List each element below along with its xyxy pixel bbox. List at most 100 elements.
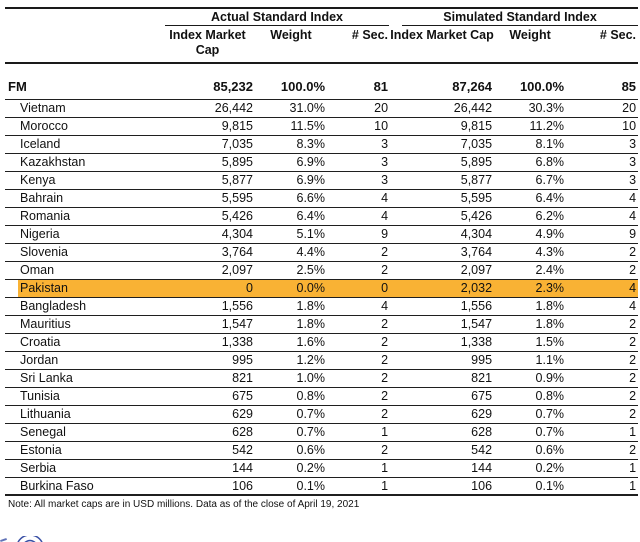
value-cell: 6.2% [494, 207, 567, 226]
country-cell: Iceland [5, 135, 160, 154]
value-cell: 1,556 [160, 297, 255, 316]
group-header-actual-label: Actual Standard Index [165, 9, 390, 26]
value-cell: 1.2% [255, 351, 327, 370]
value-cell: 2 [566, 351, 639, 370]
value-cell: 3 [327, 135, 391, 154]
value-cell: 2.5% [255, 261, 327, 280]
country-cell: Senegal [5, 423, 160, 442]
country-cell: Romania [5, 207, 160, 226]
value-cell: 3,764 [160, 243, 255, 262]
value-cell: 5,595 [390, 189, 495, 208]
value-cell: 4,304 [160, 225, 255, 244]
value-cell: 1.0% [255, 369, 327, 388]
value-cell: 0.7% [255, 405, 327, 424]
value-cell: 542 [390, 441, 495, 460]
total-row-fm: FM 85,232 100.0% 81 87,264 100.0% 85 [5, 63, 639, 100]
value-cell: 20 [327, 99, 391, 118]
value-cell: 6.4% [494, 189, 567, 208]
value-cell: 10 [566, 117, 639, 136]
country-cell: Kenya [5, 171, 160, 190]
value-cell: 9,815 [390, 117, 495, 136]
value-cell: 0.7% [494, 405, 567, 424]
value-cell: 3 [327, 171, 391, 190]
value-cell: 1.5% [494, 333, 567, 352]
table-row: Kenya 5,877 6.9% 3 5,877 6.7% 3 [5, 171, 639, 190]
country-cell: Bahrain [5, 189, 160, 208]
value-cell: 106 [160, 477, 255, 496]
table-row: Morocco 9,815 11.5% 10 9,815 11.2% 10 [5, 117, 639, 136]
value-cell: 2 [327, 441, 391, 460]
column-header-row: Index Market Cap Weight # Sec. Index Mar… [5, 26, 639, 64]
value-cell: 1.8% [494, 297, 567, 316]
country-cell: Oman [5, 261, 160, 280]
value-cell: 821 [160, 369, 255, 388]
value-cell: 1 [566, 477, 639, 496]
value-cell: 6.4% [255, 207, 327, 226]
value-cell: 6.7% [494, 171, 567, 190]
country-cell: Nigeria [5, 225, 160, 244]
value-cell: 3,764 [390, 243, 495, 262]
value-cell: 2.3% [494, 279, 567, 298]
value-cell: 4 [566, 297, 639, 316]
value-cell: 4 [566, 279, 639, 298]
col-header-simulated-num-sec: # Sec. [566, 26, 639, 64]
country-cell: Mauritius [5, 315, 160, 334]
value-cell: 0.7% [494, 423, 567, 442]
value-cell: 2 [566, 261, 639, 280]
value-cell: 100.0% [255, 63, 327, 100]
table-container: Actual Standard Index Simulated Standard… [5, 7, 639, 510]
value-cell: 1,547 [390, 315, 495, 334]
table-row: Iceland 7,035 8.3% 3 7,035 8.1% 3 [5, 135, 639, 154]
value-cell: 1.6% [255, 333, 327, 352]
value-cell: 1,338 [160, 333, 255, 352]
table-body: Vietnam 26,442 31.0% 20 26,442 30.3% 20 Morocco… [5, 99, 639, 496]
value-cell: 5,877 [160, 171, 255, 190]
value-cell: 5,426 [160, 207, 255, 226]
table-row: Mauritius 1,547 1.8% 2 1,547 1.8% 2 [5, 315, 639, 334]
value-cell: 5,595 [160, 189, 255, 208]
value-cell: 1 [327, 459, 391, 478]
value-cell: 10 [327, 117, 391, 136]
value-cell: 1.8% [255, 297, 327, 316]
value-cell: 675 [160, 387, 255, 406]
value-cell: 821 [390, 369, 495, 388]
globe-logo-icon [16, 533, 44, 542]
value-cell: 4 [566, 207, 639, 226]
value-cell: 6.9% [255, 171, 327, 190]
footnote: Note: All market caps are in USD million… [8, 499, 360, 510]
table-row: Bahrain 5,595 6.6% 4 5,595 6.4% 4 [5, 189, 639, 208]
value-cell: 4 [566, 189, 639, 208]
value-cell: 3 [566, 135, 639, 154]
value-cell: 2 [327, 261, 391, 280]
value-cell: 1,547 [160, 315, 255, 334]
value-cell: 2 [566, 405, 639, 424]
value-cell: 2 [327, 243, 391, 262]
country-cell: Bangladesh [5, 297, 160, 316]
table-row: Slovenia 3,764 4.4% 2 3,764 4.3% 2 [5, 243, 639, 262]
value-cell: 2 [566, 441, 639, 460]
group-header-simulated: Simulated Standard Index [390, 8, 639, 26]
table-row: Lithuania 629 0.7% 2 629 0.7% 2 [5, 405, 639, 424]
value-cell: 0.6% [494, 441, 567, 460]
value-cell: 4.9% [494, 225, 567, 244]
value-cell: 11.5% [255, 117, 327, 136]
value-cell: 1.8% [494, 315, 567, 334]
value-cell: 5,426 [390, 207, 495, 226]
value-cell: 3 [566, 153, 639, 172]
table-row: Burkina Faso 106 0.1% 1 106 0.1% 1 [5, 477, 639, 496]
table-row: Estonia 542 0.6% 2 542 0.6% 2 [5, 441, 639, 460]
country-cell: Vietnam [5, 99, 160, 118]
group-header-actual: Actual Standard Index [160, 8, 390, 26]
value-cell: 4.3% [494, 243, 567, 262]
table-row: Kazakhstan 5,895 6.9% 3 5,895 6.8% 3 [5, 153, 639, 172]
value-cell: 8.3% [255, 135, 327, 154]
value-cell: 9,815 [160, 117, 255, 136]
value-cell: 3 [327, 153, 391, 172]
value-cell: 2 [566, 315, 639, 334]
value-cell: 2 [327, 405, 391, 424]
value-cell: 7,035 [390, 135, 495, 154]
table-row: Pakistan 0 0.0% 0 2,032 2.3% 4 [5, 279, 639, 298]
table-row: Croatia 1,338 1.6% 2 1,338 1.5% 2 [5, 333, 639, 352]
value-cell: 2,032 [390, 279, 495, 298]
